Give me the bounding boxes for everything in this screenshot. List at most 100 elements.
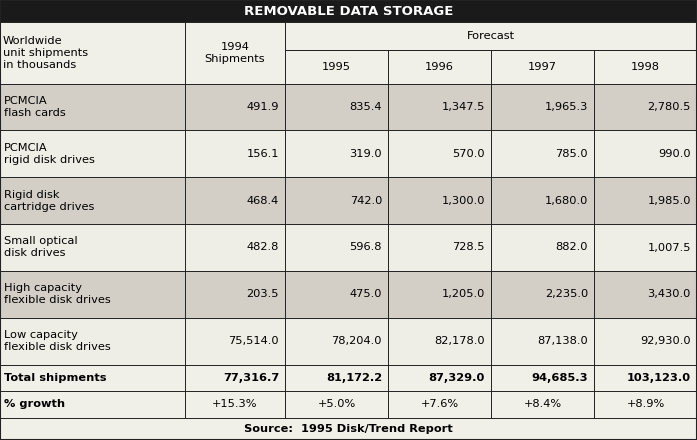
Bar [0, 84, 185, 130]
Text: +8.9%: +8.9% [627, 400, 665, 409]
Bar [0, 0, 697, 22]
Text: High capacity
flexible disk drives: High capacity flexible disk drives [4, 283, 111, 305]
Text: 482.8: 482.8 [247, 242, 279, 253]
Bar [388, 130, 491, 177]
Text: PCMCIA
rigid disk drives: PCMCIA rigid disk drives [4, 143, 95, 165]
Bar [388, 84, 491, 130]
Bar [285, 224, 388, 271]
Bar [285, 22, 697, 50]
Bar [0, 391, 185, 418]
Bar [285, 318, 388, 365]
Bar [0, 318, 185, 365]
Text: 1998: 1998 [631, 62, 660, 72]
Text: +5.0%: +5.0% [317, 400, 355, 409]
Bar [491, 271, 594, 318]
Bar [491, 224, 594, 271]
Bar [594, 130, 697, 177]
Text: 596.8: 596.8 [349, 242, 382, 253]
Bar [0, 130, 185, 177]
Bar [285, 22, 697, 50]
Bar [185, 84, 285, 130]
Text: 77,316.7: 77,316.7 [223, 373, 279, 383]
Bar [185, 84, 285, 130]
Bar [594, 365, 697, 391]
Bar [594, 84, 697, 130]
Text: 78,204.0: 78,204.0 [332, 336, 382, 346]
Text: 103,123.0: 103,123.0 [627, 373, 691, 383]
Bar [594, 365, 697, 391]
Text: 491.9: 491.9 [247, 102, 279, 112]
Bar [285, 50, 388, 84]
Bar [388, 177, 491, 224]
Bar [0, 224, 185, 271]
Bar [388, 50, 491, 84]
Text: 1,007.5: 1,007.5 [648, 242, 691, 253]
Bar [491, 271, 594, 318]
Bar [594, 177, 697, 224]
Bar [594, 50, 697, 84]
Bar [185, 130, 285, 177]
Bar [0, 318, 185, 365]
Bar [185, 22, 285, 84]
Text: 82,178.0: 82,178.0 [434, 336, 485, 346]
Bar [185, 177, 285, 224]
Bar [285, 318, 388, 365]
Text: PCMCIA
flash cards: PCMCIA flash cards [4, 96, 66, 118]
Text: +8.4%: +8.4% [523, 400, 562, 409]
Bar [594, 391, 697, 418]
Bar [0, 177, 185, 224]
Text: +15.3%: +15.3% [213, 400, 258, 409]
Bar [0, 84, 185, 130]
Text: Low capacity
flexible disk drives: Low capacity flexible disk drives [4, 330, 111, 352]
Bar [388, 271, 491, 318]
Bar [285, 130, 388, 177]
Bar [285, 177, 388, 224]
Bar [491, 50, 594, 84]
Text: 92,930.0: 92,930.0 [641, 336, 691, 346]
Text: 1997: 1997 [528, 62, 557, 72]
Bar [0, 418, 697, 440]
Bar [491, 224, 594, 271]
Text: +7.6%: +7.6% [420, 400, 459, 409]
Text: REMOVABLE DATA STORAGE: REMOVABLE DATA STORAGE [244, 5, 453, 18]
Text: 1996: 1996 [425, 62, 454, 72]
Bar [285, 130, 388, 177]
Text: 475.0: 475.0 [349, 290, 382, 299]
Bar [594, 318, 697, 365]
Text: 1,205.0: 1,205.0 [442, 290, 485, 299]
Bar [285, 271, 388, 318]
Bar [185, 177, 285, 224]
Bar [388, 50, 491, 84]
Bar [285, 365, 388, 391]
Bar [388, 84, 491, 130]
Text: Source:  1995 Disk/Trend Report: Source: 1995 Disk/Trend Report [244, 424, 453, 434]
Bar [594, 177, 697, 224]
Text: 203.5: 203.5 [247, 290, 279, 299]
Bar [285, 84, 388, 130]
Bar [285, 50, 388, 84]
Bar [388, 130, 491, 177]
Bar [491, 365, 594, 391]
Bar [388, 224, 491, 271]
Text: 2,235.0: 2,235.0 [545, 290, 588, 299]
Bar [285, 177, 388, 224]
Bar [185, 224, 285, 271]
Text: Small optical
disk drives: Small optical disk drives [4, 236, 77, 258]
Bar [0, 22, 185, 84]
Text: 2,780.5: 2,780.5 [648, 102, 691, 112]
Bar [185, 391, 285, 418]
Bar [388, 365, 491, 391]
Bar [285, 391, 388, 418]
Text: 1995: 1995 [322, 62, 351, 72]
Bar [594, 84, 697, 130]
Text: 3,430.0: 3,430.0 [648, 290, 691, 299]
Bar [388, 318, 491, 365]
Bar [388, 391, 491, 418]
Text: % growth: % growth [4, 400, 65, 409]
Bar [491, 84, 594, 130]
Text: 87,138.0: 87,138.0 [537, 336, 588, 346]
Bar [491, 130, 594, 177]
Text: 570.0: 570.0 [452, 149, 485, 159]
Text: 1,985.0: 1,985.0 [648, 196, 691, 205]
Bar [185, 271, 285, 318]
